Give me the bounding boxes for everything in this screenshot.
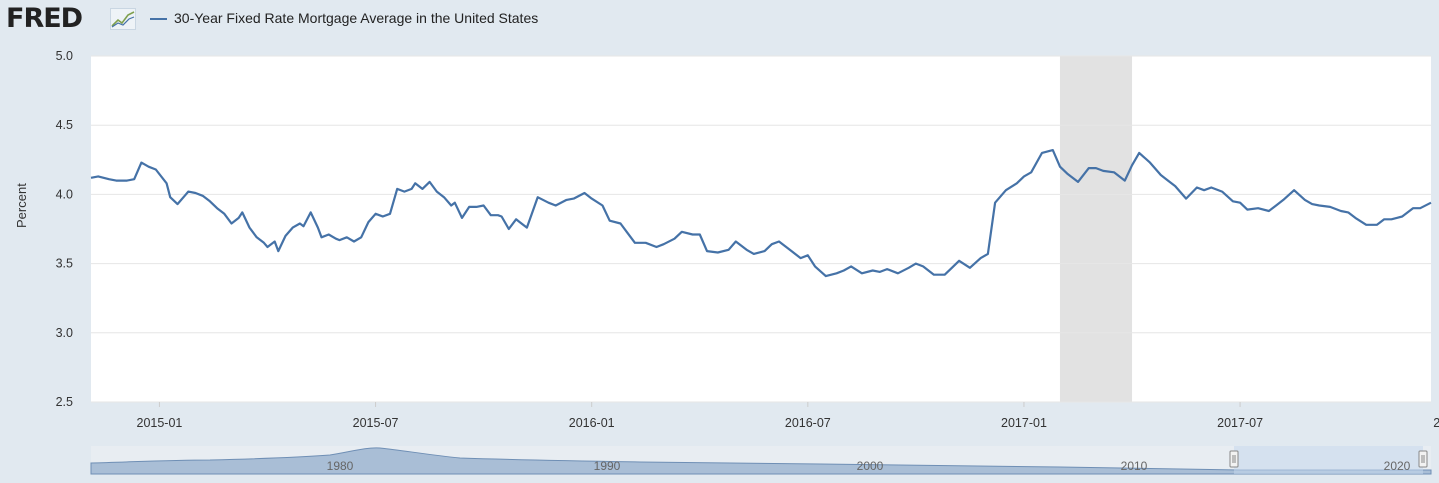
navigator[interactable]: 1980 1990 2000 2010 2020 <box>90 446 1432 475</box>
navigator-label: 2010 <box>1121 459 1148 473</box>
x-tick-label: 2016-07 <box>785 416 831 430</box>
x-tick-label: 2016-01 <box>569 416 615 430</box>
legend-label[interactable]: 30-Year Fixed Rate Mortgage Average in t… <box>174 10 539 26</box>
header: FRED 30-Year Fixed Rate Mortgage Average… <box>0 0 1439 40</box>
range-handle-icon[interactable] <box>1229 450 1239 468</box>
x-tick-label: 2015-01 <box>137 416 183 430</box>
x-tick-label: 2018-01 <box>1433 416 1439 430</box>
x-tick-label: 2015-07 <box>353 416 399 430</box>
range-handle-icon[interactable] <box>1418 450 1428 468</box>
navigator-series-area <box>90 447 1432 475</box>
navigator-label: 1980 <box>327 459 354 473</box>
y-tick-label: 3.5 <box>56 257 73 271</box>
navigator-selected-range[interactable] <box>1234 446 1423 474</box>
x-tick-label: 2017-01 <box>1001 416 1047 430</box>
y-tick-label: 5.0 <box>56 49 73 63</box>
plot-background <box>91 56 1431 402</box>
y-tick-label: 3.0 <box>56 326 73 340</box>
x-tick-label: 2017-07 <box>1217 416 1263 430</box>
y-tick-label: 4.5 <box>56 118 73 132</box>
series-line-mortgage-rate[interactable] <box>90 149 1432 278</box>
navigator-label: 2020 <box>1384 459 1411 473</box>
legend-swatch <box>150 18 167 20</box>
recession-band <box>1059 56 1133 402</box>
trend-line-icon <box>110 8 136 30</box>
y-tick-label: 2.5 <box>56 395 73 409</box>
navigator-label: 2000 <box>857 459 884 473</box>
fred-logo[interactable]: FRED <box>6 3 83 34</box>
y-tick-label: 4.0 <box>56 187 73 201</box>
navigator-label: 1990 <box>594 459 621 473</box>
